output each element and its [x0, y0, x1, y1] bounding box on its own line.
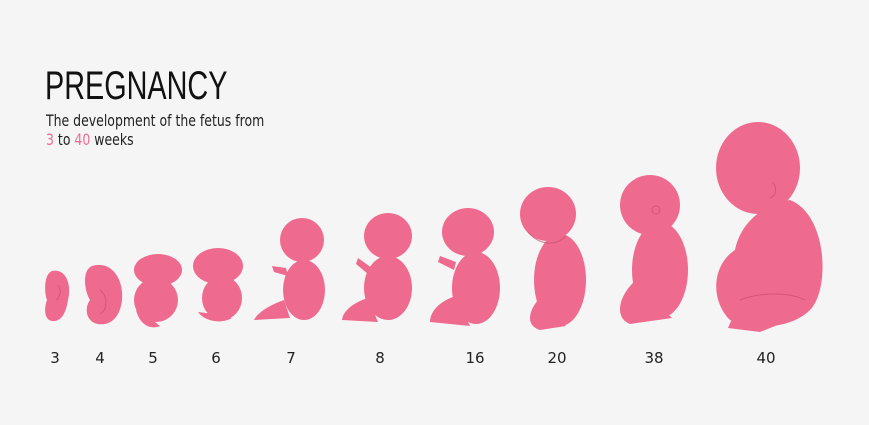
fetus-week-6 — [193, 248, 243, 322]
week-label: 4 — [95, 349, 105, 367]
subtitle-line1: The development of the fetus from — [46, 111, 265, 130]
fetus-week-4 — [85, 264, 123, 325]
subtitle-start-week: 3 — [46, 130, 54, 149]
subtitle-unit: weeks — [94, 130, 134, 149]
week-label: 38 — [644, 349, 663, 367]
week-label: 8 — [375, 349, 385, 367]
week-label: 3 — [50, 349, 60, 367]
week-label: 6 — [211, 349, 221, 367]
fetus-week-3 — [45, 270, 70, 322]
fetus-week-20 — [520, 187, 586, 330]
week-label: 20 — [547, 349, 566, 367]
week-label: 40 — [756, 349, 775, 367]
fetus-week-40 — [716, 122, 823, 332]
subtitle-to: to — [57, 130, 71, 149]
week-label: 16 — [465, 349, 484, 367]
fetus-week-16 — [430, 208, 500, 326]
page-title: PREGNANCY — [45, 64, 228, 108]
subtitle: The development of the fetus from 3 to 4… — [46, 111, 264, 149]
week-label: 7 — [286, 349, 296, 367]
fetus-week-7 — [254, 218, 325, 320]
fetus-week-8 — [342, 213, 412, 322]
week-label: 5 — [148, 349, 158, 367]
subtitle-end-week: 40 — [74, 130, 91, 149]
fetus-week-38 — [619, 175, 688, 324]
fetus-week-5 — [134, 254, 182, 328]
